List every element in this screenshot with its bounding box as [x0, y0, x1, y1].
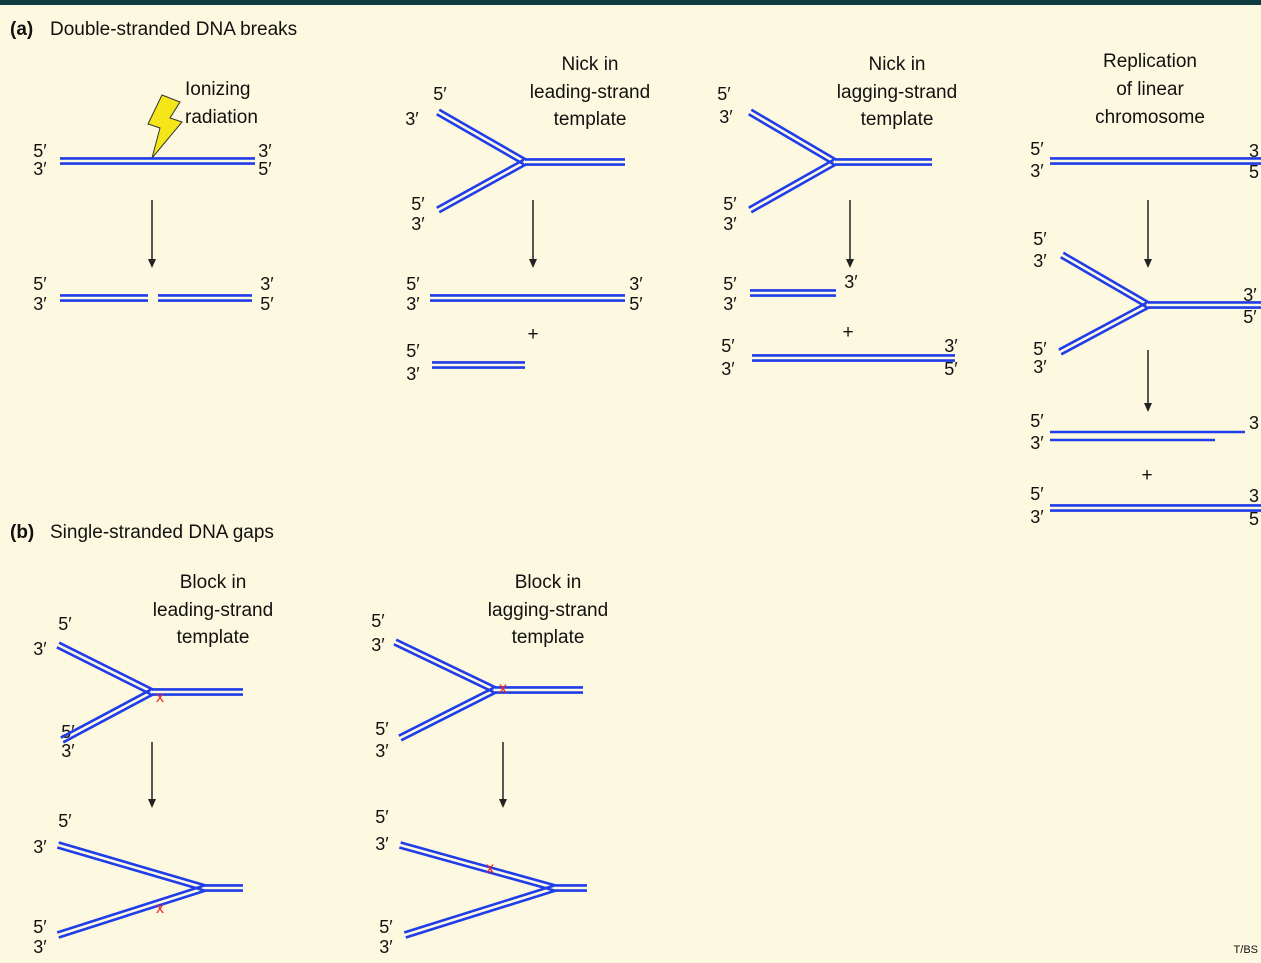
- section-heading: Single-stranded DNA gaps: [50, 522, 274, 543]
- strand-end-label: 3′: [1030, 433, 1044, 453]
- strand-end-label: 3′: [721, 359, 735, 379]
- strand-end-label: 3′: [61, 741, 75, 761]
- strand-end-label: 3′: [723, 214, 737, 234]
- strand-end-label: 5′: [33, 274, 47, 294]
- strand-end-label: 3′: [719, 107, 733, 127]
- strand-end-label: 3′: [405, 109, 419, 129]
- block-mark: x: [499, 680, 507, 697]
- strand-end-label: 3′: [406, 364, 420, 384]
- strand-end-label: 3′: [844, 272, 858, 292]
- panel-caption: Nick in: [868, 54, 925, 75]
- strand-end-label: 3′: [723, 294, 737, 314]
- panel-caption: Nick in: [561, 54, 618, 75]
- strand-end-label: 5′: [723, 274, 737, 294]
- strand-end-label: 5′: [33, 141, 47, 161]
- strand-end-label: 3′: [1030, 507, 1044, 527]
- panel-caption: template: [861, 109, 934, 130]
- panel-caption: lagging-strand: [488, 600, 608, 621]
- block-mark: x: [156, 689, 164, 706]
- strand-end-label: 3′: [944, 336, 958, 356]
- strand-end-label: 3′: [258, 141, 272, 161]
- strand-end-label: 3′: [33, 294, 47, 314]
- strand-end-label: 5′: [1030, 484, 1044, 504]
- block-mark: x: [486, 860, 494, 877]
- section-heading: Double-stranded DNA breaks: [50, 19, 297, 40]
- strand-end-label: 5′: [258, 159, 272, 179]
- strand-end-label: 3′: [629, 274, 643, 294]
- strand-end-label: 3′: [33, 937, 47, 957]
- panel-caption: Block in: [515, 572, 582, 593]
- page: (a) Double-stranded DNA breaks (b) Single-s…: [0, 0, 1261, 963]
- panel-caption: template: [177, 627, 250, 648]
- strand-end-label: 3′: [375, 834, 389, 854]
- strand-end-label: 5′: [33, 917, 47, 937]
- strand-end-label: 5′: [375, 807, 389, 827]
- credit: T/BS: [1234, 944, 1258, 956]
- strand-end-label: 5′: [723, 194, 737, 214]
- panel-caption: radiation: [185, 107, 258, 128]
- top-bar: [0, 0, 1261, 5]
- strand-end-label: 5′: [1243, 307, 1257, 327]
- strand-end-label: 3′: [33, 159, 47, 179]
- strand-end-label: 3′: [1033, 251, 1047, 271]
- strand-end-label: 3′: [411, 214, 425, 234]
- strand-end-label: 5′: [1033, 339, 1047, 359]
- panel-caption: of linear: [1116, 79, 1184, 100]
- strand-end-label: 3′: [33, 837, 47, 857]
- strand-end-label: 3′: [1033, 357, 1047, 377]
- strand-end-label: 5′: [58, 811, 72, 831]
- strand-end-label: 3′: [375, 741, 389, 761]
- strand-end-label: 5′: [406, 341, 420, 361]
- strand-end-label: 5′: [721, 336, 735, 356]
- section-letter: (a): [10, 19, 33, 40]
- strand-end-label: 5′: [371, 611, 385, 631]
- diagram: (a) Double-stranded DNA breaks (b) Single-s…: [0, 0, 1261, 963]
- strand-end-label: 5′: [1033, 229, 1047, 249]
- strand-end-label: 5′: [406, 274, 420, 294]
- strand-end-label: 5′: [260, 294, 274, 314]
- panel-caption: Replication: [1103, 51, 1197, 72]
- strand-end-label: 3: [1249, 413, 1259, 433]
- strand-end-label: 3′: [406, 294, 420, 314]
- plus-sign: +: [527, 324, 538, 345]
- plus-sign: +: [842, 322, 853, 343]
- strand-end-label: 3′: [371, 635, 385, 655]
- strand-end-label: 3′: [379, 937, 393, 957]
- panel-caption: Ionizing: [185, 79, 251, 100]
- strand-end-label: 3′: [33, 639, 47, 659]
- strand-end-label: 5′: [1030, 139, 1044, 159]
- panel-caption: template: [554, 109, 627, 130]
- panel-caption: template: [512, 627, 585, 648]
- plus-sign: +: [1141, 465, 1152, 486]
- panel-caption: chromosome: [1095, 107, 1205, 128]
- strand-end-label: 5′: [433, 84, 447, 104]
- strand-end-label: 5′: [379, 917, 393, 937]
- strand-end-label: 5′: [375, 719, 389, 739]
- background: [0, 0, 1261, 963]
- strand-end-label: 3: [1249, 486, 1259, 506]
- strand-end-label: 3′: [1030, 161, 1044, 181]
- strand-end-label: 5′: [58, 614, 72, 634]
- section-letter: (b): [10, 522, 34, 543]
- panel-caption: leading-strand: [530, 82, 650, 103]
- strand-end-label: 5′: [717, 84, 731, 104]
- strand-end-label: 5′: [1030, 411, 1044, 431]
- panel-caption: Block in: [180, 572, 247, 593]
- strand-end-label: 5′: [411, 194, 425, 214]
- panel-caption: leading-strand: [153, 600, 273, 621]
- strand-end-label: 3′: [260, 274, 274, 294]
- panel-caption: lagging-strand: [837, 82, 957, 103]
- strand-end-label: 5′: [629, 294, 643, 314]
- block-mark: x: [156, 900, 164, 917]
